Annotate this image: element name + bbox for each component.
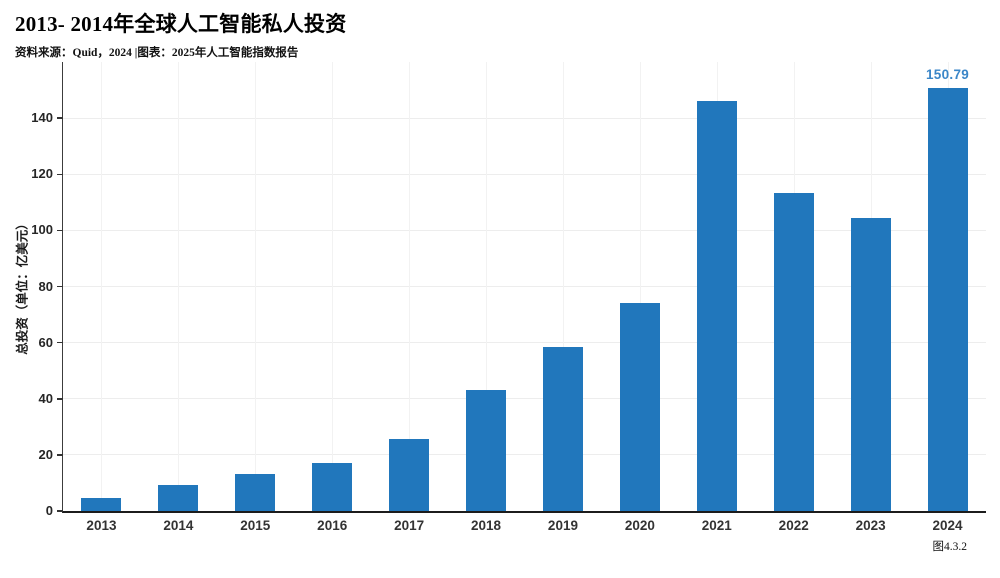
y-tick-mark-60 — [57, 341, 63, 344]
gridline-v-2013 — [101, 62, 103, 511]
gridline-v-2017 — [409, 62, 411, 511]
y-tick-label-80: 80 — [38, 278, 53, 294]
bar-2024 — [927, 87, 968, 511]
y-tick-mark-40 — [57, 398, 63, 400]
gridline-v-2014 — [178, 62, 180, 511]
bar-2016 — [312, 463, 353, 511]
bar-2014 — [158, 484, 199, 511]
figure-caption: 图4.3.2 — [932, 541, 968, 553]
gridline-h-80 — [63, 286, 986, 287]
gridline-h-40 — [63, 398, 986, 400]
x-tick-label-2016: 2016 — [317, 518, 348, 533]
bar-2023 — [850, 218, 891, 511]
x-tick-label-2018: 2018 — [471, 518, 502, 533]
y-tick-label-0: 0 — [45, 503, 53, 518]
x-tick-label-2014: 2014 — [163, 518, 194, 533]
bar-value-label-2024: 150.79 — [925, 66, 970, 82]
gridline-h-140 — [63, 117, 986, 119]
y-tick-mark-0 — [57, 510, 63, 512]
y-tick-mark-80 — [57, 285, 63, 288]
y-tick-label-120: 120 — [31, 166, 53, 182]
bar-2018 — [466, 389, 507, 511]
gridline-h-20 — [63, 454, 986, 456]
x-tick-label-2022: 2022 — [778, 518, 809, 533]
source-note: 资料来源：Quid，2024 |图表：2025年人工智能指数报告 — [15, 47, 299, 59]
bar-2020 — [619, 303, 660, 511]
bar-2013 — [81, 498, 122, 511]
x-tick-label-2013: 2013 — [86, 518, 117, 533]
y-tick-label-100: 100 — [31, 222, 53, 238]
gridline-h-120 — [63, 173, 986, 175]
gridline-v-2019 — [562, 62, 564, 511]
x-tick-label-2017: 2017 — [394, 518, 425, 533]
y-tick-mark-100 — [57, 229, 63, 232]
y-tick-mark-120 — [57, 173, 63, 175]
y-tick-mark-140 — [57, 117, 63, 119]
gridline-h-100 — [63, 229, 986, 231]
x-tick-label-2021: 2021 — [701, 518, 732, 533]
gridline-h-60 — [63, 342, 986, 344]
plot-area: 0 20 40 60 80 100 120 140 2013 2014 2015 2016 2017 20… — [31, 62, 986, 533]
x-tick-label-2015: 2015 — [240, 518, 271, 533]
gridline-v-2018 — [486, 62, 488, 511]
x-tick-label-2020: 2020 — [624, 518, 655, 533]
y-tick-label-60: 60 — [38, 334, 53, 350]
bar-2019 — [542, 347, 583, 511]
bar-2021 — [696, 101, 737, 511]
y-tick-mark-20 — [57, 454, 63, 456]
x-tick-label-2024: 2024 — [932, 518, 963, 533]
x-tick-label-2023: 2023 — [855, 518, 886, 533]
y-tick-label-40: 40 — [38, 390, 53, 406]
bar-2022 — [773, 192, 814, 511]
bar-2017 — [389, 439, 430, 511]
gridline-v-2016 — [332, 62, 334, 511]
gridline-v-2015 — [255, 62, 257, 511]
chart-title: 2013- 2014年全球人工智能私人投资 — [15, 12, 347, 36]
gridline-v-2020 — [639, 62, 641, 511]
y-tick-label-140: 140 — [31, 110, 53, 126]
y-tick-label-20: 20 — [38, 446, 53, 462]
x-tick-label-2019: 2019 — [547, 518, 578, 533]
bar-2015 — [235, 473, 276, 511]
